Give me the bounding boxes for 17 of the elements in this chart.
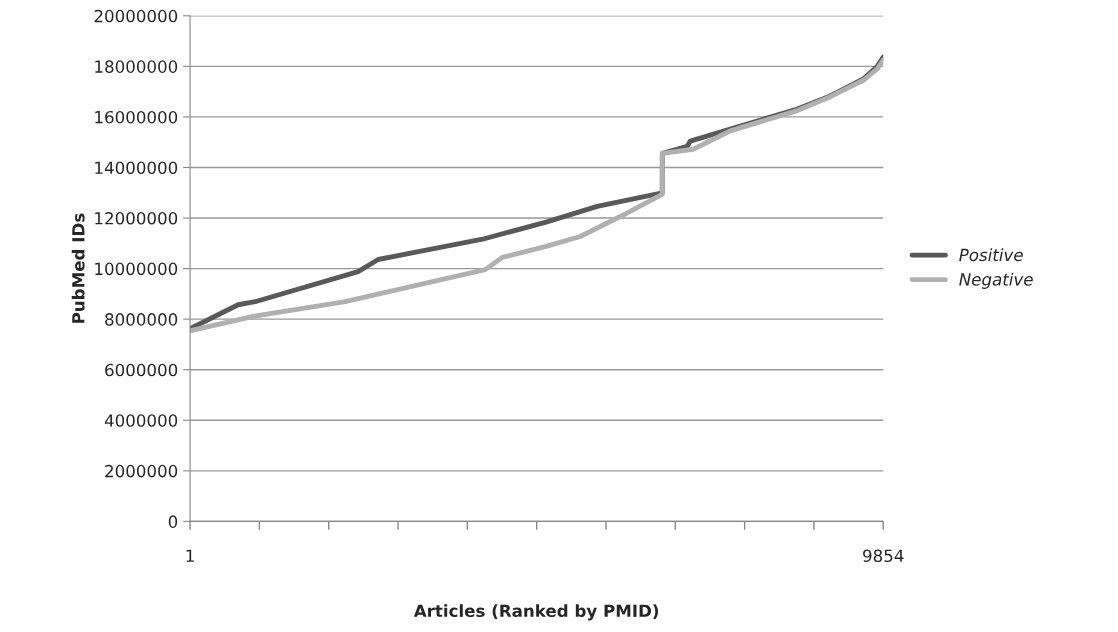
y-axis-title: PubMed IDs xyxy=(71,213,85,323)
y-tick-label: 4000000 xyxy=(104,414,178,427)
x-tick-label: 9854 xyxy=(863,549,904,563)
y-tick-label: 0 xyxy=(168,515,178,528)
y-tick-label: 14000000 xyxy=(95,161,178,175)
legend-label: Negative xyxy=(959,272,1033,289)
y-tick-label: 8000000 xyxy=(105,313,178,326)
y-tick-label: 16000000 xyxy=(95,110,178,124)
y-tick-label: 18000000 xyxy=(95,60,178,73)
x-tick-label: 1 xyxy=(186,549,194,562)
legend-label: Positive xyxy=(959,248,1023,262)
x-axis-title: Articles (Ranked by PMID) xyxy=(413,604,659,621)
y-tick-label: 2000000 xyxy=(105,464,178,478)
y-tick-label: 6000000 xyxy=(105,363,178,377)
y-tick-label: 10000000 xyxy=(95,262,178,276)
y-tick-label: 12000000 xyxy=(95,212,178,225)
y-tick-label: 20000000 xyxy=(94,9,178,23)
